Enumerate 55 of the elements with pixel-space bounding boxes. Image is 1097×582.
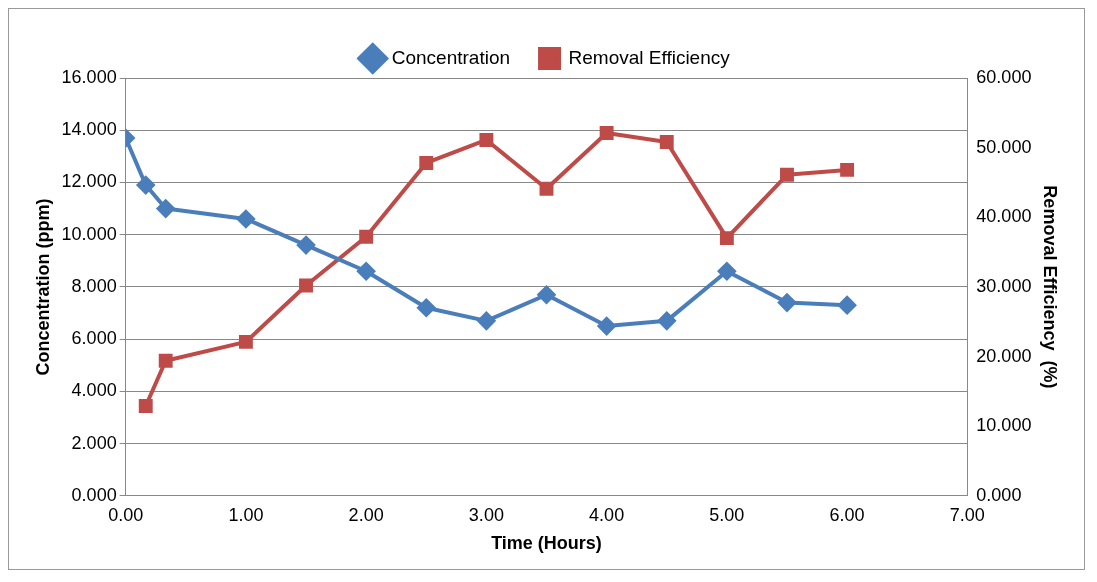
point bbox=[537, 285, 556, 304]
point bbox=[359, 229, 374, 244]
x-tick-label: 1.00 bbox=[228, 504, 264, 525]
point bbox=[158, 353, 173, 368]
point bbox=[477, 311, 496, 330]
point bbox=[136, 176, 155, 195]
x-tick-label: 7.00 bbox=[949, 504, 985, 525]
x-tick-label: 3.00 bbox=[468, 504, 504, 525]
y-tick-label: 14.000 bbox=[61, 119, 117, 140]
y-tick-label: 10.000 bbox=[61, 223, 117, 244]
point bbox=[297, 236, 316, 255]
y2-tick-label: 10.000 bbox=[976, 415, 1032, 436]
y-tick-label: 6.000 bbox=[71, 328, 117, 349]
point bbox=[539, 181, 554, 196]
point bbox=[238, 334, 253, 349]
y2-axis-title: Removal Efficiency (%) bbox=[1040, 185, 1061, 389]
x-tick-label: 4.00 bbox=[589, 504, 625, 525]
x-tick-label: 6.00 bbox=[829, 504, 865, 525]
legend-label: Removal Efficiency bbox=[568, 46, 731, 68]
y-tick-label: 2.000 bbox=[71, 432, 117, 453]
point bbox=[599, 126, 614, 140]
point bbox=[419, 156, 434, 170]
point bbox=[156, 199, 175, 218]
y-tick-label: 16.000 bbox=[61, 66, 117, 87]
y-tick-label: 4.000 bbox=[71, 380, 117, 401]
point bbox=[236, 210, 255, 229]
point bbox=[780, 167, 794, 182]
point bbox=[840, 162, 855, 177]
point bbox=[717, 262, 736, 281]
y2-tick-label: 0.000 bbox=[976, 484, 1022, 505]
y-axis-title: Concentration (ppm) bbox=[32, 198, 53, 376]
x-tick-label: 2.00 bbox=[348, 504, 384, 525]
point bbox=[357, 262, 376, 281]
point bbox=[719, 231, 734, 246]
y2-tick-label: 30.000 bbox=[976, 275, 1032, 296]
point bbox=[417, 298, 436, 317]
point bbox=[659, 135, 674, 150]
point bbox=[838, 296, 857, 315]
y2-tick-label: 40.000 bbox=[976, 206, 1032, 227]
x-tick-label: 5.00 bbox=[709, 504, 745, 525]
x-axis-title: Time (Hours) bbox=[491, 533, 602, 554]
y2-tick-label: 60.000 bbox=[976, 66, 1032, 87]
point bbox=[657, 311, 676, 330]
y-tick-label: 12.000 bbox=[61, 171, 117, 192]
point bbox=[299, 278, 313, 293]
y2-tick-label: 50.000 bbox=[976, 136, 1032, 157]
legend-label: Concentration bbox=[391, 46, 511, 68]
x-tick-label: 0.00 bbox=[108, 504, 144, 525]
y-tick-label: 8.000 bbox=[71, 275, 117, 296]
point bbox=[597, 317, 616, 336]
point bbox=[138, 399, 153, 413]
y2-tick-label: 20.000 bbox=[976, 345, 1032, 366]
point bbox=[777, 293, 796, 312]
y-tick-label: 0.000 bbox=[71, 484, 117, 505]
point bbox=[479, 133, 494, 147]
